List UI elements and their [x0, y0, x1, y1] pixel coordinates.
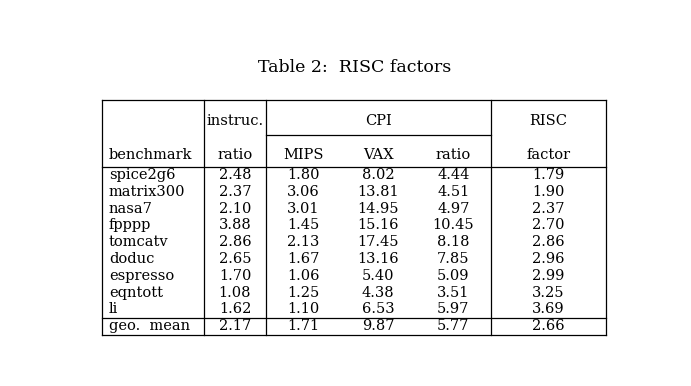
Text: 2.10: 2.10 [219, 201, 251, 216]
Text: 4.97: 4.97 [437, 201, 469, 216]
Text: 3.88: 3.88 [218, 218, 252, 232]
Text: 4.38: 4.38 [362, 286, 395, 300]
Text: 8.02: 8.02 [362, 168, 395, 182]
Text: 3.69: 3.69 [532, 303, 565, 317]
Text: li: li [109, 303, 118, 317]
Text: 2.86: 2.86 [532, 235, 565, 249]
Text: 14.95: 14.95 [357, 201, 399, 216]
Text: nasa7: nasa7 [109, 201, 153, 216]
Text: 1.10: 1.10 [287, 303, 319, 317]
Text: 2.86: 2.86 [218, 235, 252, 249]
Text: 5.09: 5.09 [437, 269, 469, 283]
Text: 1.90: 1.90 [532, 185, 565, 199]
Text: doduc: doduc [109, 252, 154, 266]
Text: 5.97: 5.97 [437, 303, 469, 317]
Text: 1.62: 1.62 [219, 303, 251, 317]
Text: MIPS: MIPS [283, 148, 323, 162]
Text: ratio: ratio [218, 148, 253, 162]
Text: matrix300: matrix300 [109, 185, 185, 199]
Text: 17.45: 17.45 [357, 235, 399, 249]
Text: fpppp: fpppp [109, 218, 151, 232]
Text: 1.45: 1.45 [287, 218, 319, 232]
Text: 2.70: 2.70 [532, 218, 565, 232]
Text: 3.25: 3.25 [532, 286, 565, 300]
Text: geo.  mean: geo. mean [109, 319, 190, 333]
Text: ratio: ratio [435, 148, 471, 162]
Text: 1.70: 1.70 [219, 269, 251, 283]
Text: 9.87: 9.87 [362, 319, 395, 333]
Text: 2.65: 2.65 [219, 252, 252, 266]
Text: 1.67: 1.67 [287, 252, 319, 266]
Text: instruc.: instruc. [207, 113, 263, 128]
Text: RISC: RISC [529, 113, 567, 128]
Text: benchmark: benchmark [109, 148, 192, 162]
Text: 2.48: 2.48 [219, 168, 252, 182]
Text: 1.25: 1.25 [287, 286, 319, 300]
Text: 1.71: 1.71 [287, 319, 319, 333]
Text: 5.40: 5.40 [362, 269, 395, 283]
Text: 3.51: 3.51 [437, 286, 469, 300]
Text: 13.16: 13.16 [357, 252, 399, 266]
Text: 5.77: 5.77 [437, 319, 469, 333]
Text: spice2g6: spice2g6 [109, 168, 176, 182]
Text: factor: factor [527, 148, 570, 162]
Text: 1.08: 1.08 [219, 286, 252, 300]
Text: VAX: VAX [363, 148, 394, 162]
Text: eqntott: eqntott [109, 286, 163, 300]
Text: 7.85: 7.85 [437, 252, 469, 266]
Text: 2.96: 2.96 [532, 252, 565, 266]
Text: 13.81: 13.81 [357, 185, 399, 199]
Text: tomcatv: tomcatv [109, 235, 169, 249]
Text: 1.79: 1.79 [532, 168, 565, 182]
Text: 6.53: 6.53 [362, 303, 395, 317]
Text: 1.06: 1.06 [287, 269, 319, 283]
Text: 2.99: 2.99 [532, 269, 565, 283]
Text: 2.66: 2.66 [532, 319, 565, 333]
Text: 8.18: 8.18 [437, 235, 469, 249]
Text: 2.13: 2.13 [287, 235, 319, 249]
Text: 4.51: 4.51 [437, 185, 469, 199]
Text: 3.01: 3.01 [287, 201, 319, 216]
Text: espresso: espresso [109, 269, 174, 283]
Text: 2.37: 2.37 [219, 185, 252, 199]
Text: 3.06: 3.06 [287, 185, 320, 199]
Text: 1.80: 1.80 [287, 168, 319, 182]
Text: 15.16: 15.16 [357, 218, 399, 232]
Text: 4.44: 4.44 [437, 168, 469, 182]
Text: 2.37: 2.37 [532, 201, 565, 216]
Text: CPI: CPI [365, 113, 392, 128]
Text: 2.17: 2.17 [219, 319, 251, 333]
Text: Table 2:  RISC factors: Table 2: RISC factors [258, 59, 451, 76]
Text: 10.45: 10.45 [433, 218, 474, 232]
